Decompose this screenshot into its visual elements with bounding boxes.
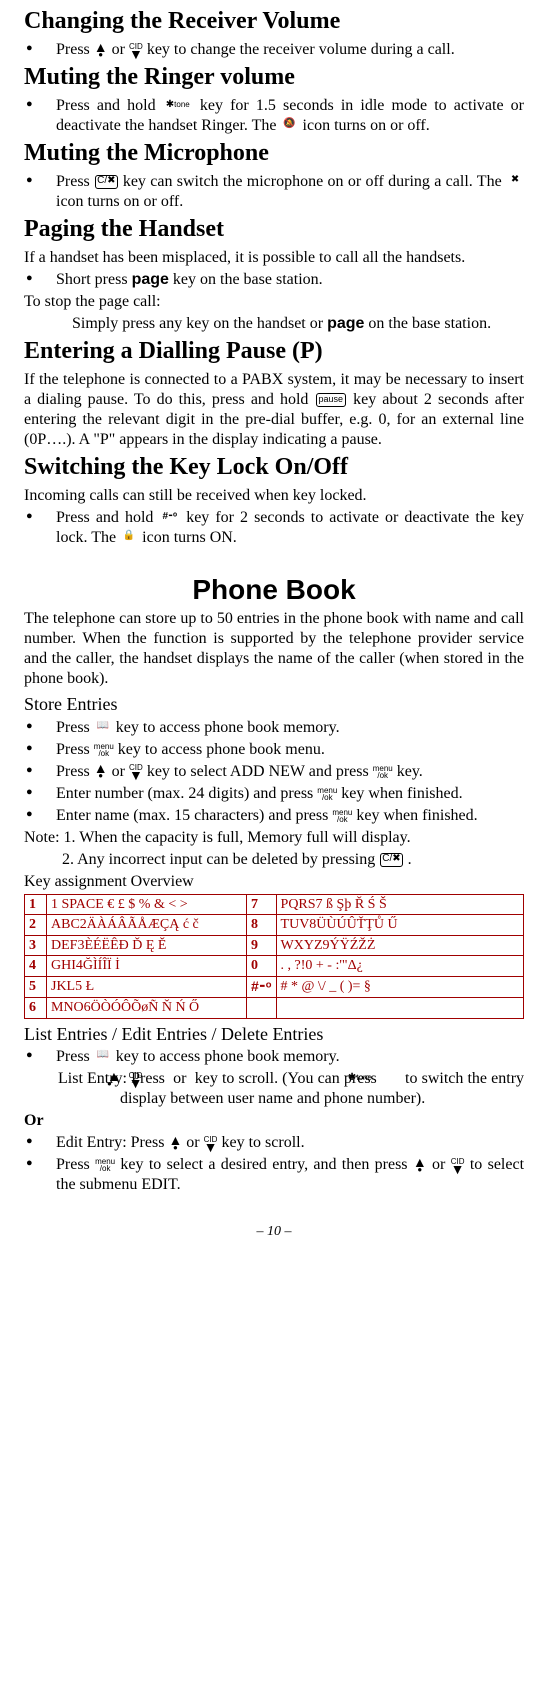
text: List Entry: Press ▲● or CID▼ key to scro… <box>24 1069 524 1109</box>
text: Simply press any key on the handset or p… <box>24 314 524 334</box>
mic-off-icon: ✖ <box>507 175 523 189</box>
list-item: Enter number (max. 24 digits) and press … <box>24 784 524 804</box>
down-cid-icon: CID▼ <box>451 1158 465 1174</box>
table-row: 3 DEF3ÈÉËÊÐ Ď Ę Ě 9 WXYZ9ÝŸŹŽŻ <box>25 935 524 956</box>
list-item: Short press page key on the base station… <box>24 270 524 290</box>
text: Incoming calls can still be received whe… <box>24 486 524 506</box>
subheading-store-entries: Store Entries <box>24 693 524 716</box>
ringer-off-icon: 🔕 <box>282 119 298 133</box>
list-item: Press and hold ✱tone key for 1.5 seconds… <box>24 96 524 136</box>
text: Press and hold <box>56 97 163 114</box>
text: Press <box>56 173 94 190</box>
text: Press <box>56 41 94 58</box>
document-page: Changing the Receiver Volume Press ▲● or… <box>0 0 548 1259</box>
list-item: Press menu/ok key to select a desired en… <box>24 1155 524 1195</box>
menu-ok-icon: menu/ok <box>332 809 352 823</box>
lock-icon: 🔒 <box>121 531 137 545</box>
text: or <box>112 41 129 58</box>
note-text: Note: 1. When the capacity is full, Memo… <box>24 828 524 848</box>
up-arrow-icon: ▲● <box>413 1158 427 1174</box>
menu-ok-icon: menu/ok <box>95 1158 115 1172</box>
up-arrow-icon: ▲● <box>94 764 108 780</box>
list-item: Enter name (max. 15 characters) and pres… <box>24 806 524 826</box>
table-row: 4 GHI4ĞÌÍÎÏ İ 0 . , ?!0 + - :'"Δ¿ <box>25 956 524 977</box>
text: icon turns on or off. <box>303 117 430 134</box>
heading-keylock: Switching the Key Lock On/Off <box>24 452 524 482</box>
list-item: Edit Entry: Press ▲● or CID▼ key to scro… <box>24 1133 524 1153</box>
list-item: Press and hold #⁃ᵒ key for 2 seconds to … <box>24 508 524 548</box>
list-item: Press menu/ok key to access phone book m… <box>24 740 524 760</box>
text: key can switch the microphone on or off … <box>123 173 506 190</box>
down-cid-icon: CID▼ <box>129 764 143 780</box>
list-item: Press 📖 key to access phone book memory. <box>24 718 524 738</box>
table-row: 1 1 SPACE € £ $ % & < > 7 PQRS7 ß Şþ Ř Ś… <box>25 894 524 915</box>
list-item: Press C/✖ key can switch the microphone … <box>24 172 524 212</box>
list-item: Press ▲● or CID▼ key to select ADD NEW a… <box>24 762 524 782</box>
list-item: Press 📖 key to access phone book memory. <box>24 1047 524 1067</box>
or-text: Or <box>24 1111 524 1131</box>
heading-mute-ringer: Muting the Ringer volume <box>24 62 524 92</box>
heading-paging: Paging the Handset <box>24 214 524 244</box>
down-cid-icon: CID▼ <box>204 1136 218 1152</box>
subheading-list-entries: List Entries / Edit Entries / Delete Ent… <box>24 1023 524 1046</box>
phonebook-icon: 📖 <box>95 721 111 735</box>
cancel-key-icon: C/✖ <box>95 175 117 189</box>
cancel-key-icon: C/✖ <box>380 853 402 867</box>
note-text: 2. Any incorrect input can be deleted by… <box>24 850 524 870</box>
page-key-label: page <box>132 271 169 288</box>
table-row: 2 ABC2ÄÀÁÂÃÅÆÇĄ ć č 8 TUV8ÜÙÚÛŤŢŮ Ű <box>25 915 524 936</box>
down-cid-icon: CID▼ <box>129 43 143 59</box>
pause-key-icon: pause <box>316 393 347 407</box>
page-number: – 10 – <box>24 1223 524 1241</box>
hash-lock-key-icon: #⁃ᵒ <box>160 511 179 525</box>
menu-ok-icon: menu/ok <box>317 787 337 801</box>
text: icon turns ON. <box>142 529 237 546</box>
text: The telephone can store up to 50 entries… <box>24 609 524 689</box>
text: Press and hold <box>56 509 159 526</box>
phonebook-icon: 📖 <box>95 1050 111 1064</box>
heading-mute-mic: Muting the Microphone <box>24 138 524 168</box>
star-tone-icon: ✱tone <box>382 1072 400 1086</box>
text: Short press <box>56 271 132 288</box>
hash-key-icon: #⁃ᵒ <box>251 978 272 994</box>
menu-ok-icon: menu/ok <box>373 765 393 779</box>
text: key on the base station. <box>173 271 323 288</box>
subheading-key-overview: Key assignment Overview <box>24 872 524 892</box>
text: key to change the receiver volume during… <box>147 41 455 58</box>
text: If the telephone is connected to a PABX … <box>24 370 524 450</box>
menu-ok-icon: menu/ok <box>94 743 114 757</box>
star-tone-icon: ✱tone <box>164 99 192 113</box>
list-item: Press ▲● or CID▼ key to change the recei… <box>24 40 524 60</box>
table-row: 6 MNO6ÖÒÓÔÕøÑ Ň Ń Ő <box>25 998 524 1019</box>
text: If a handset has been misplaced, it is p… <box>24 248 524 268</box>
heading-phonebook: Phone Book <box>24 572 524 607</box>
up-arrow-icon: ▲● <box>94 43 108 59</box>
table-row: 5 JKL5 Ł #⁃ᵒ # * @ \/ _ ( )= § <box>25 976 524 998</box>
key-assignment-table: 1 1 SPACE € £ $ % & < > 7 PQRS7 ß Şþ Ř Ś… <box>24 894 524 1019</box>
heading-pause: Entering a Dialling Pause (P) <box>24 336 524 366</box>
up-arrow-icon: ▲● <box>168 1136 182 1152</box>
text: icon turns on or off. <box>56 193 183 210</box>
heading-receiver-volume: Changing the Receiver Volume <box>24 6 524 36</box>
text: To stop the page call: <box>24 292 524 312</box>
